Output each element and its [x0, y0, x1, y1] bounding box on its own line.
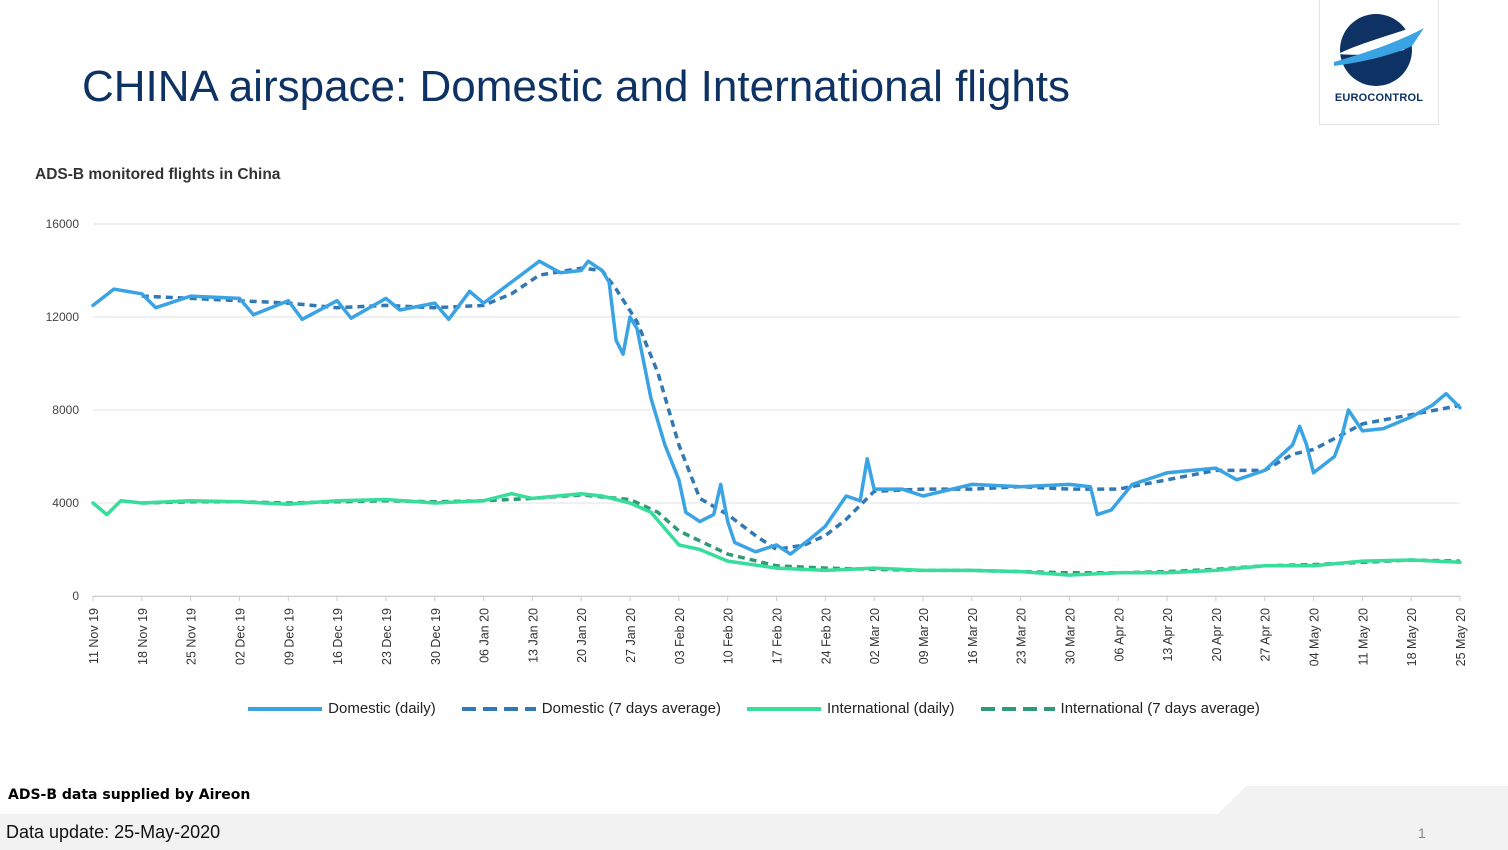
chart-title: ADS-B monitored flights in China — [35, 166, 281, 183]
x-tick-label: 20 Jan 20 — [575, 608, 589, 663]
legend-item: Domestic (daily) — [248, 700, 436, 717]
x-tick-label: 11 May 20 — [1356, 608, 1370, 665]
y-tick-label: 8000 — [52, 403, 79, 417]
legend-swatch — [461, 706, 536, 711]
x-tick-label: 20 Apr 20 — [1210, 608, 1224, 662]
x-tick-label: 10 Feb 20 — [722, 608, 736, 664]
series-lines — [91, 259, 1462, 577]
footer-tab — [1218, 786, 1508, 814]
eurocontrol-logo: EUROCONTROL — [1319, 0, 1439, 125]
legend-label: Domestic (daily) — [328, 700, 436, 717]
x-tick-label: 25 Nov 19 — [185, 608, 199, 665]
y-tick-label: 16000 — [46, 217, 80, 231]
legend-item: International (7 days average) — [980, 700, 1260, 717]
legend-swatch — [980, 706, 1055, 711]
slide-title: CHINA airspace: Domestic and Internation… — [82, 62, 1071, 111]
grid-lines — [93, 223, 1460, 597]
eurocontrol-logo-icon — [1334, 14, 1424, 86]
x-tick-label: 24 Feb 20 — [819, 608, 833, 664]
logo-text: EUROCONTROL — [1334, 92, 1424, 104]
legend-item: Domestic (7 days average) — [461, 700, 721, 717]
x-tick-label: 30 Dec 19 — [429, 608, 443, 665]
series-line-domestic-daily — [91, 259, 1462, 556]
y-axis-ticks: 0 4000 8000 12000 16000 — [46, 217, 80, 603]
x-tick-label: 04 May 20 — [1308, 608, 1322, 666]
x-tick-label: 02 Mar 20 — [868, 608, 882, 664]
x-tick-label: 27 Apr 20 — [1259, 608, 1273, 662]
legend-swatch — [746, 706, 821, 711]
x-axis-ticks: 11 Nov 19 18 Nov 19 25 Nov 19 02 Dec 19 09 D… — [87, 596, 1468, 666]
series-line-domestic-avg — [141, 266, 1461, 552]
data-update: Data update: 25-May-2020 — [6, 822, 221, 842]
x-tick-label: 17 Feb 20 — [771, 608, 785, 664]
y-tick-label: 12000 — [46, 310, 80, 324]
x-tick-label: 09 Dec 19 — [282, 608, 296, 665]
legend-item: International (daily) — [746, 700, 955, 717]
y-tick-label: 4000 — [52, 496, 79, 510]
x-tick-label: 30 Mar 20 — [1063, 608, 1077, 664]
x-tick-label: 02 Dec 19 — [233, 608, 247, 665]
x-tick-label: 23 Mar 20 — [1015, 608, 1029, 664]
x-tick-label: 18 Nov 19 — [136, 608, 150, 665]
series-line-international-avg — [141, 493, 1461, 575]
legend-label: International (7 days average) — [1060, 700, 1260, 717]
x-tick-label: 23 Dec 19 — [380, 608, 394, 665]
x-tick-label: 13 Apr 20 — [1161, 608, 1175, 662]
series-line-international-daily — [91, 491, 1462, 577]
x-tick-label: 11 Nov 19 — [87, 608, 101, 664]
source-note: ADS-B data supplied by Aireon — [8, 787, 251, 803]
x-tick-label: 25 May 20 — [1454, 608, 1468, 666]
x-tick-label: 18 May 20 — [1405, 608, 1419, 666]
x-tick-label: 13 Jan 20 — [526, 608, 540, 663]
legend-swatch — [248, 706, 323, 711]
flights-line-chart: 0 4000 8000 12000 16000 11 Nov 19 18 Nov 19 25… — [46, 217, 1468, 666]
x-tick-label: 03 Feb 20 — [673, 608, 687, 664]
x-tick-label: 09 Mar 20 — [917, 608, 931, 664]
page-number: 1 — [1418, 825, 1426, 841]
x-tick-label: 06 Jan 20 — [478, 608, 492, 663]
y-tick-label: 0 — [72, 589, 79, 603]
legend-label: Domestic (7 days average) — [541, 700, 721, 717]
x-tick-label: 16 Mar 20 — [966, 608, 980, 664]
x-tick-label: 27 Jan 20 — [624, 608, 638, 663]
footer-bar — [0, 814, 1508, 850]
x-tick-label: 06 Apr 20 — [1112, 608, 1126, 662]
x-tick-label: 16 Dec 19 — [331, 608, 345, 665]
chart-legend: Domestic (daily) Domestic (7 days average… — [0, 700, 1508, 717]
legend-label: International (daily) — [826, 700, 955, 717]
